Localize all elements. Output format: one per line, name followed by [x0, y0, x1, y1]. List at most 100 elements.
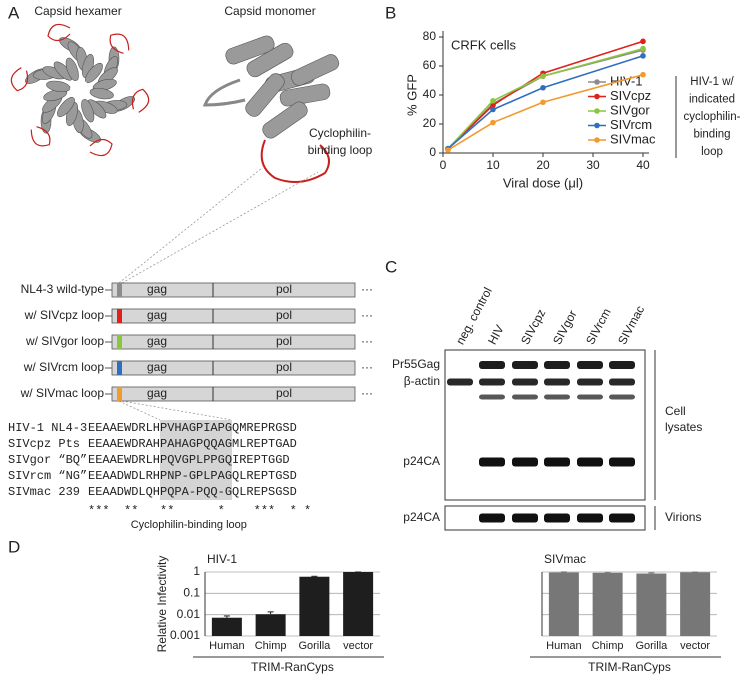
point	[445, 147, 451, 153]
legend-swatch-dot	[594, 122, 600, 129]
bar	[211, 617, 242, 636]
lane-label: HIV	[485, 323, 507, 347]
hexamer-subunit	[30, 80, 71, 147]
hexamer-subunit	[57, 96, 113, 157]
band	[577, 457, 603, 467]
series-line	[447, 73, 644, 151]
gene-label: pol	[276, 360, 292, 374]
legend-swatch-dot	[594, 108, 600, 114]
panel-label: D	[8, 537, 20, 556]
loop-mark	[117, 283, 122, 297]
ellipsis: ···	[361, 308, 373, 322]
band	[479, 378, 505, 386]
ellipsis: ···	[361, 386, 373, 400]
y-tick-label: 20	[423, 116, 437, 130]
panel-label: B	[385, 3, 396, 22]
sequence: EEAAEWDRAHPAHAGPQQAGMLREPTGAD	[88, 437, 297, 451]
band	[609, 378, 635, 386]
helix	[246, 42, 294, 78]
loop-red	[109, 33, 130, 54]
y-tick-label: 0.1	[183, 586, 200, 600]
x-axis-label: TRIM-RanCyps	[588, 660, 671, 674]
x-tick-label: 10	[486, 158, 500, 172]
panel-label: A	[8, 3, 20, 22]
point	[490, 106, 496, 113]
band	[577, 361, 603, 369]
loop-label: Cyclophilin-	[309, 126, 371, 140]
bar	[343, 572, 374, 636]
sequence: EEAADWDLQHPQPA-PQQ-GQLREPSGSD	[88, 485, 297, 499]
point	[540, 73, 546, 79]
hexamer-subunit	[81, 88, 150, 123]
point	[640, 53, 646, 59]
alignment-caption: Cyclophilin-binding loop	[131, 519, 247, 531]
y-tick-label: 80	[423, 29, 437, 43]
x-axis-label: TRIM-RanCyps	[251, 660, 334, 674]
point	[490, 98, 496, 104]
y-axis-label: Relative Infectivity	[155, 556, 169, 653]
lane-label: SIVmac	[615, 303, 647, 347]
legend-note: cyclophilin-	[684, 111, 741, 123]
legend-label: SIVrcm	[610, 117, 652, 132]
band	[512, 457, 538, 467]
ellipsis: ···	[361, 282, 373, 296]
helix	[46, 80, 71, 93]
y-tick-label: 0	[429, 145, 436, 159]
x-tick-label: Gorilla	[635, 640, 668, 652]
construct-bar	[111, 386, 356, 402]
construct-name: w/ SIVgor loop	[25, 334, 104, 348]
hexamer-structure	[10, 23, 150, 157]
band-label: p24CA	[403, 454, 440, 468]
guide-line	[121, 171, 319, 284]
coil	[202, 78, 246, 107]
species-name: SIVmac 239	[8, 485, 80, 499]
species-name: HIV-1 NL4-3	[8, 421, 87, 435]
loop-red	[89, 138, 113, 157]
construct-name: w/ SIVmac loop	[20, 386, 105, 400]
bar	[636, 573, 667, 636]
bar	[680, 572, 711, 636]
loop-red	[30, 126, 51, 147]
species-name: SIVrcm “NG”	[8, 469, 87, 483]
band	[512, 378, 538, 386]
y-axis-label: % GFP	[404, 74, 419, 116]
construct-name: w/ SIVcpz loop	[24, 308, 105, 322]
x-tick-label: 0	[440, 158, 447, 172]
loop-mark	[117, 309, 122, 323]
x-tick-label: Gorilla	[298, 640, 331, 652]
band	[544, 378, 570, 386]
x-tick-label: 30	[586, 158, 600, 172]
lane-label: SIVcpz	[518, 307, 548, 347]
gene-label: gag	[147, 386, 167, 400]
legend-note: HIV-1 w/	[690, 76, 734, 88]
chart-title: HIV-1	[207, 552, 237, 566]
helix	[245, 73, 285, 117]
monomer-structure	[202, 35, 340, 183]
legend-note: loop	[701, 146, 723, 158]
x-tick-label: vector	[343, 640, 373, 652]
loop-mark	[117, 335, 122, 349]
helix	[262, 101, 308, 139]
helix	[290, 54, 340, 86]
band	[479, 361, 505, 369]
panel-label: C	[385, 257, 397, 276]
hexamer-pore	[70, 80, 90, 100]
band	[609, 513, 635, 523]
x-tick-label: 20	[536, 158, 550, 172]
group-label: Virions	[665, 510, 701, 524]
structure-title: Capsid monomer	[224, 4, 315, 18]
gene-label: gag	[147, 282, 167, 296]
construct-bar	[111, 308, 356, 324]
legend-swatch-dot	[594, 93, 600, 100]
gene-label: gag	[147, 360, 167, 374]
x-tick-label: vector	[680, 640, 710, 652]
gene-label: pol	[276, 308, 292, 322]
construct-name: w/ SIVrcm loop	[23, 360, 105, 374]
group-label: Cell	[665, 404, 686, 418]
point	[540, 84, 546, 91]
x-tick-label: Human	[209, 640, 244, 652]
x-tick-label: Human	[546, 640, 581, 652]
band	[577, 394, 603, 400]
point	[490, 119, 496, 126]
series-line	[447, 47, 644, 150]
